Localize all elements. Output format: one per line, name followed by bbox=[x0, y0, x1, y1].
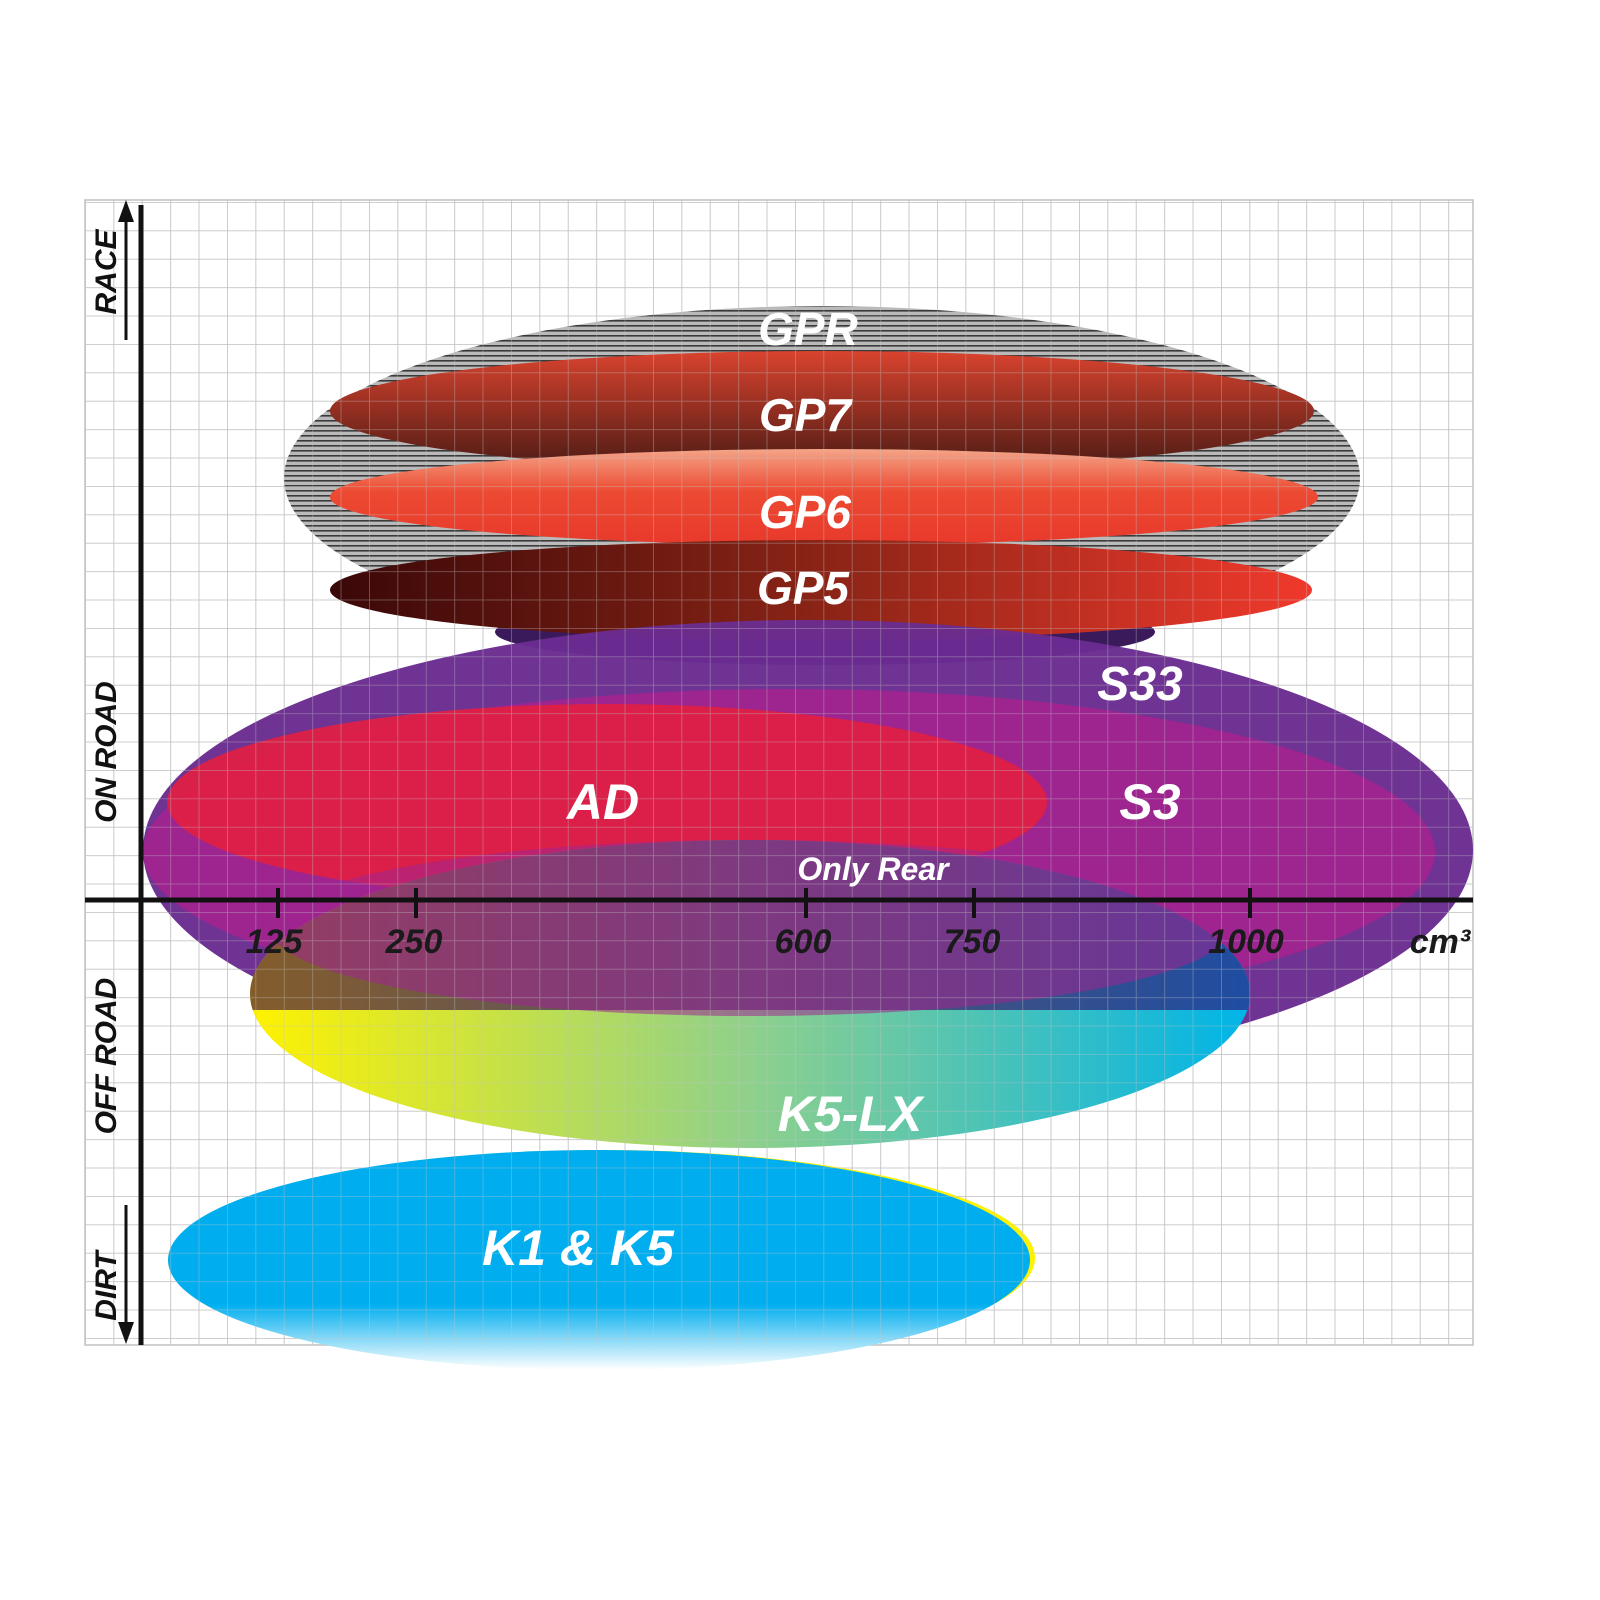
label-s33: S33 bbox=[1097, 658, 1183, 711]
label-only-rear: Only Rear bbox=[797, 851, 950, 887]
label-ad: AD bbox=[565, 774, 639, 830]
label-gp5: GP5 bbox=[757, 562, 850, 614]
x-ticks bbox=[276, 888, 1252, 918]
label-k1k5: K1 & K5 bbox=[482, 1220, 675, 1276]
tick-label-750: 750 bbox=[944, 923, 1001, 961]
label-gpr: GPR bbox=[758, 303, 858, 355]
label-gp7: GP7 bbox=[759, 389, 853, 441]
race-arrowhead-icon bbox=[118, 200, 134, 222]
tick-label-250: 250 bbox=[385, 923, 443, 961]
unit-label: cm³ bbox=[1410, 923, 1472, 961]
tick-label-600: 600 bbox=[775, 923, 832, 961]
label-s3: S3 bbox=[1119, 774, 1180, 830]
tick-label-1000: 1000 bbox=[1208, 923, 1284, 961]
y-label-dirt: DIRT bbox=[90, 1249, 123, 1321]
label-gp6: GP6 bbox=[759, 486, 851, 538]
grid-overlay bbox=[85, 200, 1473, 1345]
tick-label-125: 125 bbox=[246, 923, 304, 961]
label-k5lx: K5-LX bbox=[778, 1086, 925, 1142]
y-label-race: RACE bbox=[90, 229, 123, 315]
dirt-arrowhead-icon bbox=[118, 1322, 134, 1344]
y-label-off-road: OFF ROAD bbox=[90, 978, 123, 1135]
y-label-on-road: ON ROAD bbox=[90, 681, 123, 823]
